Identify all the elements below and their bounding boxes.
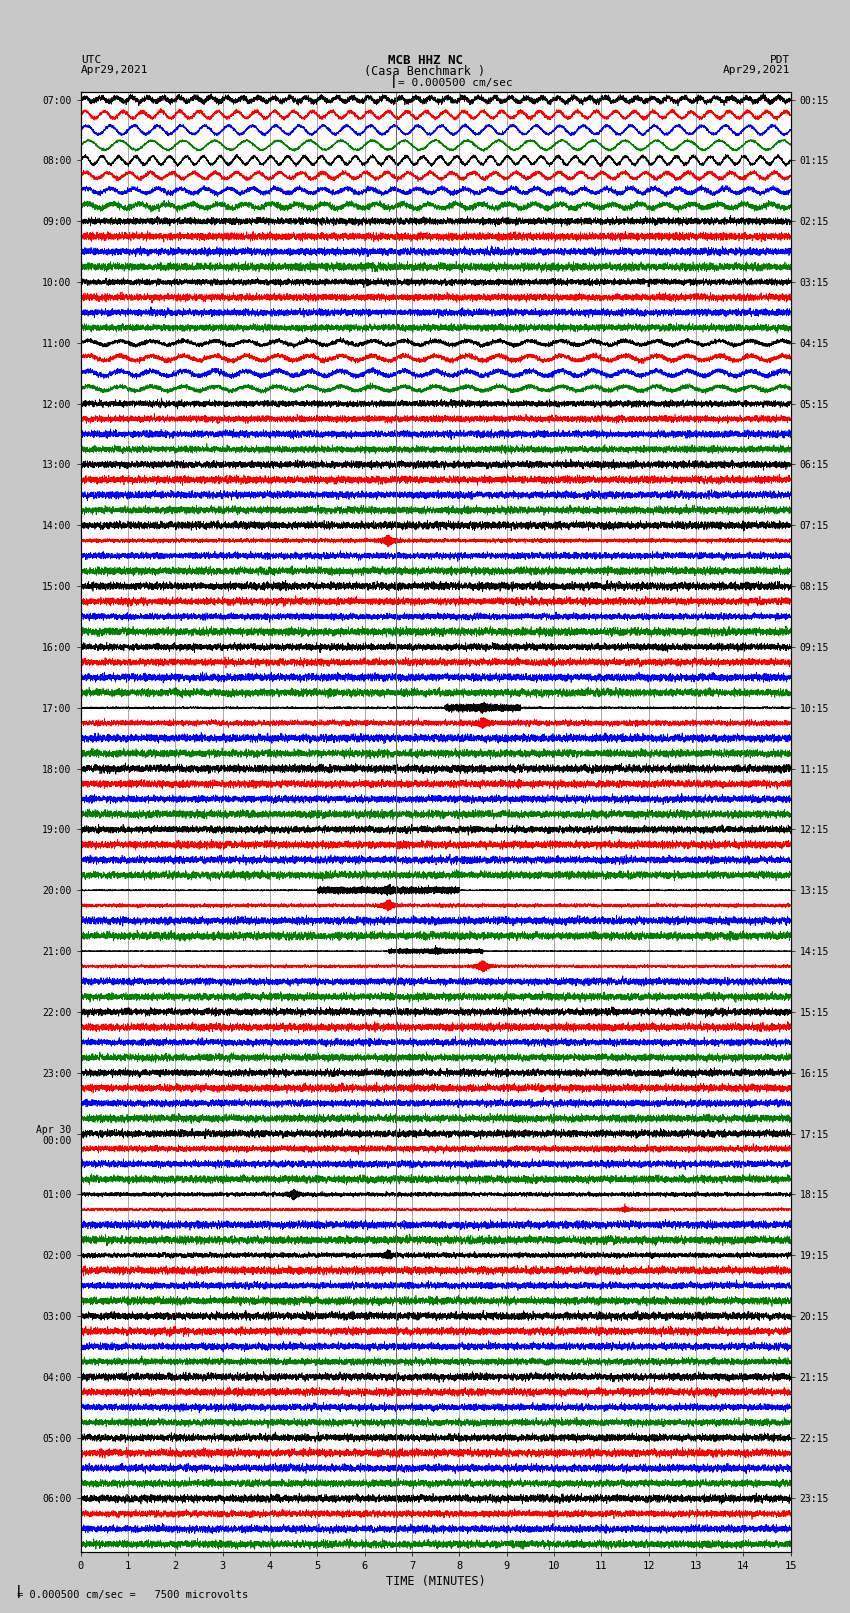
Text: Apr29,2021: Apr29,2021: [723, 65, 791, 76]
Text: |: |: [390, 74, 397, 87]
Text: MCB HHZ NC: MCB HHZ NC: [388, 53, 462, 66]
Text: UTC: UTC: [81, 55, 101, 65]
Text: |: |: [14, 1586, 22, 1598]
Text: Apr29,2021: Apr29,2021: [81, 65, 148, 76]
Text: (Casa Benchmark ): (Casa Benchmark ): [365, 65, 485, 77]
Text: PDT: PDT: [770, 55, 790, 65]
Text: = 0.000500 cm/sec =   7500 microvolts: = 0.000500 cm/sec = 7500 microvolts: [17, 1590, 248, 1600]
Text: = 0.000500 cm/sec: = 0.000500 cm/sec: [398, 77, 513, 87]
X-axis label: TIME (MINUTES): TIME (MINUTES): [386, 1574, 485, 1587]
